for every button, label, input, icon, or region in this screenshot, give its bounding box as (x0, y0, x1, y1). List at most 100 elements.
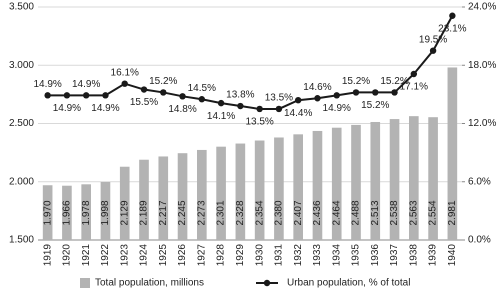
bar-value-label: 2.380 (274, 200, 285, 225)
line-point (275, 105, 283, 113)
line-point (256, 105, 263, 113)
x-tick-label: 1934 (331, 244, 342, 267)
bar-value-label: 2.488 (351, 200, 362, 225)
bar (370, 121, 381, 240)
x-tick-label: 1925 (158, 244, 169, 267)
x-tick-label: 1932 (293, 244, 304, 267)
x-tick-label: 1923 (119, 244, 130, 267)
line-value-label: 14.1% (207, 111, 235, 122)
y2-tick-label: 6.0% (468, 176, 491, 187)
line-point (237, 102, 244, 110)
line-value-label: 14.6% (303, 82, 331, 93)
bar-value-label: 2.464 (331, 200, 342, 225)
line-value-label: 17.1% (400, 82, 428, 93)
y-tick-label: 3.000 (9, 60, 34, 71)
line-point (449, 12, 456, 19)
bar (119, 166, 130, 240)
line-value-label: 15.2% (149, 76, 177, 87)
line-point (391, 89, 398, 96)
x-tick-label: 1938 (408, 244, 419, 267)
y-tick-label: 2.000 (9, 176, 34, 187)
x-tick-label: 1935 (351, 244, 362, 267)
line-point (82, 92, 90, 99)
x-tick-label: 1931 (274, 244, 285, 267)
line (47, 15, 454, 110)
bar (235, 143, 246, 240)
bar (197, 149, 207, 240)
y2-tick-label: 0.0% (468, 235, 491, 246)
line-value-label: 13.5% (245, 117, 273, 128)
bar-value-label: 2.217 (158, 200, 169, 225)
line-value-label: 19.5% (419, 34, 447, 45)
line-point (179, 93, 186, 100)
bar-value-label: 2.554 (428, 200, 439, 225)
line-point (217, 99, 225, 107)
y-tick-label: 1.500 (9, 235, 34, 246)
bar (331, 127, 342, 240)
line-point (372, 89, 379, 96)
line-value-label: 14.9% (72, 79, 100, 90)
y2-tick-label: 12.0% (468, 118, 496, 129)
x-tick-label: 1919 (42, 244, 53, 267)
y2-tick-label: 24.0% (468, 2, 496, 13)
x-tick-label: 1922 (100, 244, 111, 267)
legend-label: Total population, millions (95, 278, 204, 289)
bar-value-label: 1.978 (81, 200, 92, 225)
legend-label: Urban population, % of total (287, 278, 410, 289)
bar (293, 134, 303, 240)
line-value-label: 15.5% (130, 97, 158, 108)
line-value-label: 14.9% (91, 103, 119, 114)
bar (351, 124, 361, 240)
line-value-label: 15.2% (380, 76, 408, 87)
bar-value-label: 2.129 (119, 200, 130, 225)
line-point (63, 92, 71, 99)
bar (312, 130, 323, 240)
line-value-label: 16.1% (111, 67, 139, 78)
bar-value-label: 1.966 (62, 200, 73, 225)
bar-value-label: 2.981 (447, 200, 458, 225)
bar-value-label: 1.998 (100, 200, 111, 225)
line-value-label: 14.4% (284, 108, 312, 119)
x-tick-label: 1921 (81, 244, 92, 267)
x-tick-label: 1937 (389, 244, 400, 267)
line-value-label: 13.8% (226, 90, 254, 101)
y-tick-label: 3.500 (9, 2, 34, 13)
x-tick-label: 1929 (235, 244, 246, 267)
x-tick-label: 1940 (447, 244, 458, 267)
bar-value-label: 2.513 (370, 200, 381, 225)
bar (254, 140, 265, 240)
bar (158, 156, 169, 240)
legend-swatch (80, 278, 90, 288)
line-point (294, 97, 302, 104)
line-point (198, 96, 206, 103)
y2-tick-label: 18.0% (468, 60, 496, 71)
line-value-label: 15.2% (342, 76, 370, 87)
line-value-label: 15.2% (361, 100, 389, 111)
line-value-label: 23.1% (438, 23, 466, 34)
bar-value-label: 2.189 (139, 200, 150, 225)
bar (177, 153, 188, 240)
line-value-label: 13.5% (265, 93, 293, 104)
bar (216, 146, 226, 240)
bar (42, 185, 53, 240)
bar (428, 117, 438, 240)
line-value-label: 14.8% (168, 104, 196, 115)
line-point (44, 92, 51, 99)
y-tick-label: 2.500 (9, 118, 34, 129)
bar-value-label: 2.273 (196, 200, 207, 225)
bar-value-label: 2.538 (389, 200, 400, 225)
bar-value-label: 2.407 (293, 200, 304, 225)
line-point (314, 95, 321, 102)
legend-swatch (263, 279, 271, 287)
line-point (352, 89, 360, 96)
bar (409, 116, 419, 240)
line-point (121, 80, 128, 87)
line-value-label: 14.5% (188, 83, 216, 94)
bar (447, 67, 458, 240)
line-point (333, 92, 340, 99)
bar (389, 119, 400, 240)
bar (100, 181, 111, 240)
bar-value-label: 2.301 (216, 200, 227, 225)
bar-value-label: 2.563 (408, 200, 419, 225)
